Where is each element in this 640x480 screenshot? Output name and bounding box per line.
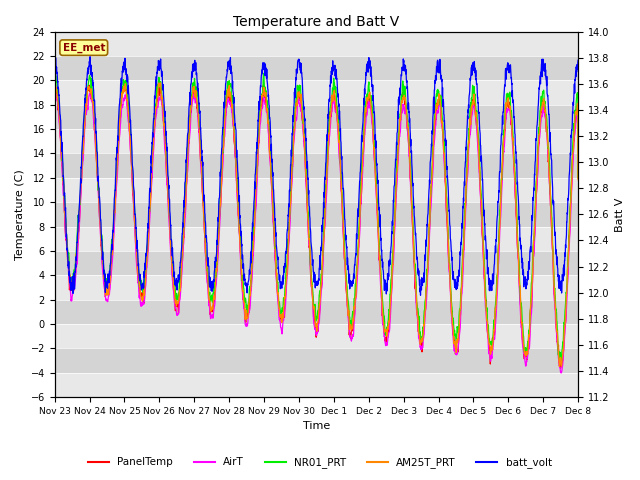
Bar [54,105,578,129]
Bar [54,251,578,275]
Bar [54,348,578,373]
Legend: PanelTemp, AirT, NR01_PRT, AM25T_PRT, batt_volt: PanelTemp, AirT, NR01_PRT, AM25T_PRT, ba… [84,453,556,472]
Bar [54,324,578,348]
Bar [54,154,578,178]
Bar [54,202,578,227]
Title: Temperature and Batt V: Temperature and Batt V [233,15,399,29]
Bar [54,373,578,397]
Bar [54,129,578,154]
Y-axis label: Temperature (C): Temperature (C) [15,169,25,260]
Y-axis label: Batt V: Batt V [615,197,625,231]
Bar [54,300,578,324]
Bar [54,32,578,56]
Bar [54,275,578,300]
Bar [54,178,578,202]
Bar [54,80,578,105]
X-axis label: Time: Time [303,421,330,432]
Text: EE_met: EE_met [63,43,105,53]
Bar [54,227,578,251]
Bar [54,56,578,80]
